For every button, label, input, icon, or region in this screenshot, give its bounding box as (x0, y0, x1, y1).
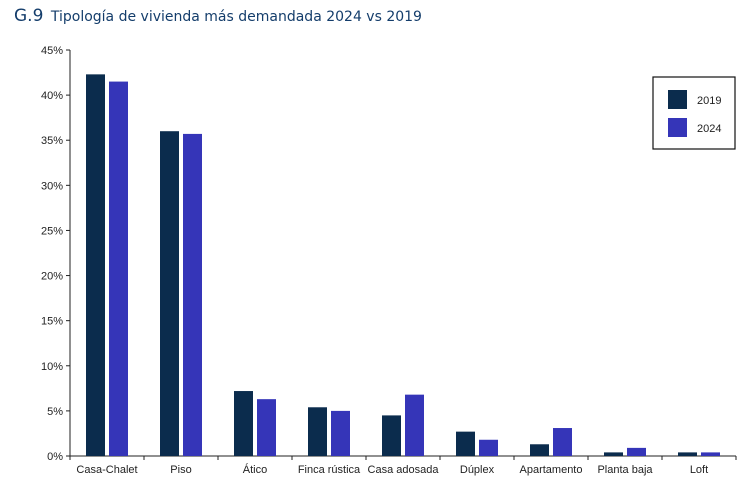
x-tick-label: Dúplex (460, 464, 495, 476)
y-tick-label: 45% (41, 45, 63, 57)
bar-2019-planta-baja (604, 452, 623, 456)
figure-code: G.9 (14, 6, 44, 26)
bar-2019-finca-rústica (308, 407, 327, 456)
bar-2019-piso (160, 131, 179, 456)
bar-2024-apartamento (553, 428, 572, 456)
y-tick-label: 5% (47, 406, 63, 418)
bar-2024-casa-chalet (109, 81, 128, 457)
x-tick-label: Casa-Chalet (76, 464, 137, 476)
chart-title: G.9 Tipología de vivienda más demandada … (14, 6, 422, 30)
bar-2024-piso (183, 133, 202, 456)
bar-2024-finca-rústica (331, 410, 350, 456)
y-tick-label: 20% (41, 271, 63, 283)
figure-title: Tipología de vivienda más demandada 2024… (50, 9, 422, 25)
legend-box (652, 76, 736, 150)
bar-2019-dúplex (456, 431, 475, 456)
x-tick-label: Finca rústica (298, 464, 361, 476)
y-tick-label: 30% (41, 180, 63, 192)
x-tick-label: Piso (170, 464, 191, 476)
y-tick-label: 15% (41, 316, 63, 328)
x-tick-label: Casa adosada (368, 464, 440, 476)
bar-2019-ático (234, 391, 253, 456)
x-tick-label: Loft (690, 464, 708, 476)
x-tick-label: Ático (243, 463, 267, 476)
y-tick-label: 40% (41, 90, 63, 102)
bar-2024-ático (257, 399, 276, 456)
bar-2024-loft (701, 452, 720, 456)
legend-swatch-2024 (668, 118, 687, 137)
y-tick-label: 0% (47, 451, 63, 463)
bar-2024-casa-adosada (405, 394, 424, 456)
bar-2019-loft (678, 452, 697, 456)
legend-label-2024: 2024 (697, 123, 721, 135)
y-tick-label: 25% (41, 225, 63, 237)
x-tick-label: Planta baja (597, 464, 653, 476)
y-tick-label: 10% (41, 361, 63, 373)
legend-swatch-2019 (668, 90, 687, 109)
bar-2019-casa-chalet (86, 74, 105, 457)
bar-2019-casa-adosada (382, 415, 401, 456)
x-tick-label: Apartamento (520, 464, 583, 476)
y-tick-label: 35% (41, 135, 63, 147)
bar-2019-apartamento (530, 444, 549, 456)
legend-label-2019: 2019 (697, 95, 721, 107)
bar-2024-planta-baja (627, 447, 646, 456)
bar-2024-dúplex (479, 439, 498, 456)
